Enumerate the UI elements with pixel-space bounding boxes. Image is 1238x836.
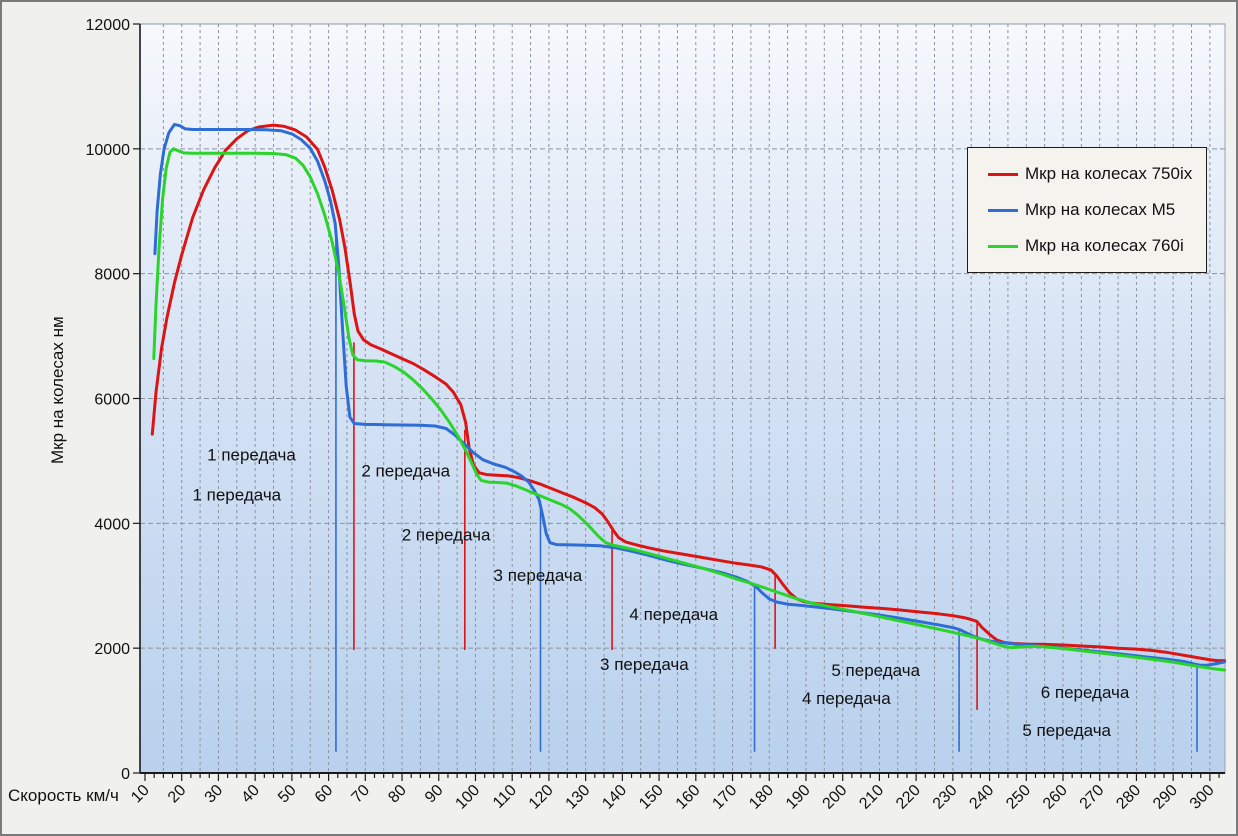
series-line-1 bbox=[153, 123, 1227, 667]
x-tick-label: 210 bbox=[856, 782, 887, 813]
legend-item-760i: Мкр на колесах 760i bbox=[988, 236, 1202, 256]
gear-annotation-M5: 3 передача bbox=[600, 655, 689, 674]
x-tick-label: 280 bbox=[1113, 782, 1144, 813]
y-tick-label: 8000 bbox=[94, 267, 130, 284]
y-tick-label: 6000 bbox=[94, 391, 130, 408]
x-tick-label: 240 bbox=[966, 782, 997, 813]
x-tick-label: 140 bbox=[599, 782, 630, 813]
legend-line-750ix bbox=[988, 172, 1018, 176]
series-line-2 bbox=[152, 147, 1227, 672]
gear-annotation-750ix: 6 передача bbox=[1041, 683, 1130, 702]
x-tick-label: 220 bbox=[893, 782, 924, 813]
x-tick-label: 130 bbox=[563, 782, 594, 813]
x-tick-label: 70 bbox=[349, 782, 374, 807]
x-tick-label: 290 bbox=[1150, 782, 1181, 813]
x-tick-label: 160 bbox=[673, 782, 704, 813]
x-tick-label: 10 bbox=[128, 782, 153, 807]
axis-ticks bbox=[133, 23, 1220, 781]
x-tick-label: 40 bbox=[238, 782, 263, 807]
x-tick-label: 270 bbox=[1077, 782, 1108, 813]
legend-label-750ix: Мкр на колесах 750ix bbox=[1025, 164, 1193, 183]
y-axis-title: Мкр на колесах нм bbox=[48, 316, 67, 464]
x-tick-label: 170 bbox=[709, 782, 740, 813]
x-tick-label: 100 bbox=[452, 782, 483, 813]
legend-item-750ix: Мкр на колесах 750ix bbox=[988, 164, 1202, 184]
x-tick-label: 60 bbox=[312, 782, 337, 807]
x-tick-label: 110 bbox=[490, 782, 520, 812]
legend-line-760i bbox=[988, 244, 1018, 248]
legend-line-m5 bbox=[988, 208, 1018, 212]
x-tick-label: 90 bbox=[422, 782, 447, 807]
y-tick-label: 0 bbox=[121, 766, 130, 783]
x-tick-label: 230 bbox=[930, 782, 961, 813]
x-axis-title: Скорость км/ч bbox=[8, 786, 119, 805]
x-tick-label: 30 bbox=[202, 782, 227, 807]
x-tick-label: 300 bbox=[1187, 782, 1218, 813]
x-tick-label: 200 bbox=[820, 782, 851, 813]
x-tick-label: 50 bbox=[275, 782, 300, 807]
gear-annotation-750ix: 3 передача bbox=[494, 566, 583, 585]
x-tick-label: 260 bbox=[1040, 782, 1071, 813]
y-tick-labels: 0 2000 4000 6000 8000 10000 12000 bbox=[86, 17, 131, 783]
gear-annotation-750ix: 1 передача bbox=[207, 446, 296, 465]
y-tick-label: 4000 bbox=[94, 516, 130, 533]
x-tick-label: 80 bbox=[385, 782, 410, 807]
x-tick-label: 250 bbox=[1003, 782, 1034, 813]
x-tick-label: 150 bbox=[636, 782, 667, 813]
gear-annotation-750ix: 5 передача bbox=[831, 661, 920, 680]
x-tick-label: 180 bbox=[746, 782, 777, 813]
legend-label-760i: Мкр на колесах 760i bbox=[1025, 236, 1184, 255]
gear-annotation-750ix: 4 передача bbox=[629, 605, 718, 624]
legend-item-m5: Мкр на колесах М5 bbox=[988, 200, 1202, 220]
y-tick-label: 12000 bbox=[86, 17, 131, 34]
gear-annotation-M5: 2 передача bbox=[402, 526, 491, 545]
x-tick-label: 120 bbox=[526, 782, 557, 813]
gear-annotation-M5: 4 передача bbox=[802, 689, 891, 708]
gear-annotations: 1 передача 1 передача 2 передача 2 передача… bbox=[192, 446, 1129, 740]
x-tick-labels: 10 20 30 40 50 60 70 80 90 100 110 120 130 140 150 160 1… bbox=[128, 782, 1218, 813]
x-tick-label: 190 bbox=[783, 782, 814, 813]
legend-label-m5: Мкр на колесах М5 bbox=[1025, 200, 1176, 219]
y-tick-label: 10000 bbox=[86, 142, 131, 159]
y-tick-label: 2000 bbox=[94, 641, 130, 658]
gear-annotation-M5: 1 передача bbox=[192, 486, 281, 505]
gear-annotation-750ix: 2 передача bbox=[361, 461, 450, 480]
x-tick-label: 20 bbox=[165, 782, 190, 807]
series-line-0 bbox=[150, 123, 1227, 663]
legend: Мкр на колесах 750ix Мкр на колесах М5 М… bbox=[967, 147, 1207, 273]
gear-annotation-M5: 5 передача bbox=[1022, 721, 1111, 740]
